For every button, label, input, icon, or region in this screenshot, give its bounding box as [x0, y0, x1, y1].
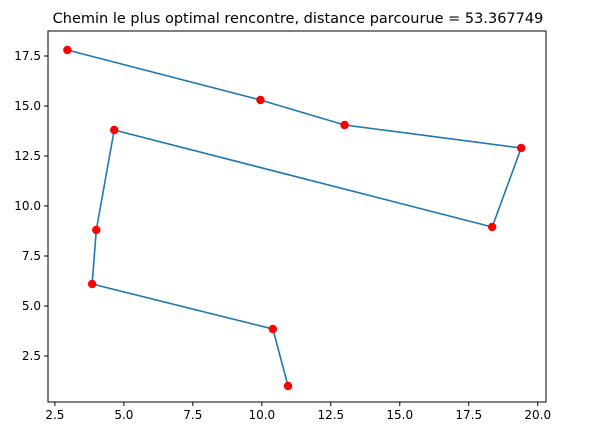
plot-frame — [47, 30, 547, 403]
y-tick-label: 2.5 — [22, 349, 41, 363]
x-tick-label: 7.5 — [183, 408, 202, 422]
plot-series — [63, 45, 526, 391]
y-tick-label: 10.0 — [14, 199, 41, 213]
x-tick-label: 17.5 — [455, 408, 482, 422]
city-point — [63, 45, 72, 55]
city-point — [110, 125, 119, 135]
city-point — [256, 95, 265, 105]
city-point — [283, 381, 293, 391]
x-tick-label: 20.0 — [524, 408, 551, 422]
y-tick-label: 7.5 — [22, 249, 41, 263]
city-point — [516, 143, 526, 153]
x-tick-label: 15.0 — [386, 408, 413, 422]
chart-title: Chemin le plus optimal rencontre, distan… — [53, 11, 544, 27]
y-tick-label: 17.5 — [14, 49, 41, 63]
x-tick-label: 2.5 — [45, 408, 64, 422]
x-tick-label: 12.5 — [317, 408, 344, 422]
y-tick-label: 12.5 — [14, 149, 41, 163]
x-tick-label: 5.0 — [114, 408, 133, 422]
city-point — [92, 225, 101, 235]
y-tick-label: 5.0 — [22, 299, 41, 313]
city-point — [487, 222, 497, 232]
path-line — [67, 49, 522, 387]
y-axis-ticks: 2.5 5.0 7.5 10.0 12.5 15.0 17.5 — [14, 49, 48, 363]
y-tick-label: 15.0 — [14, 99, 41, 113]
city-point — [268, 324, 278, 334]
x-tick-label: 10.0 — [248, 408, 275, 422]
x-axis-ticks: 2.5 5.0 7.5 10.0 12.5 15.0 17.5 20.0 — [45, 402, 551, 422]
city-point — [87, 279, 97, 289]
city-point — [340, 120, 349, 130]
